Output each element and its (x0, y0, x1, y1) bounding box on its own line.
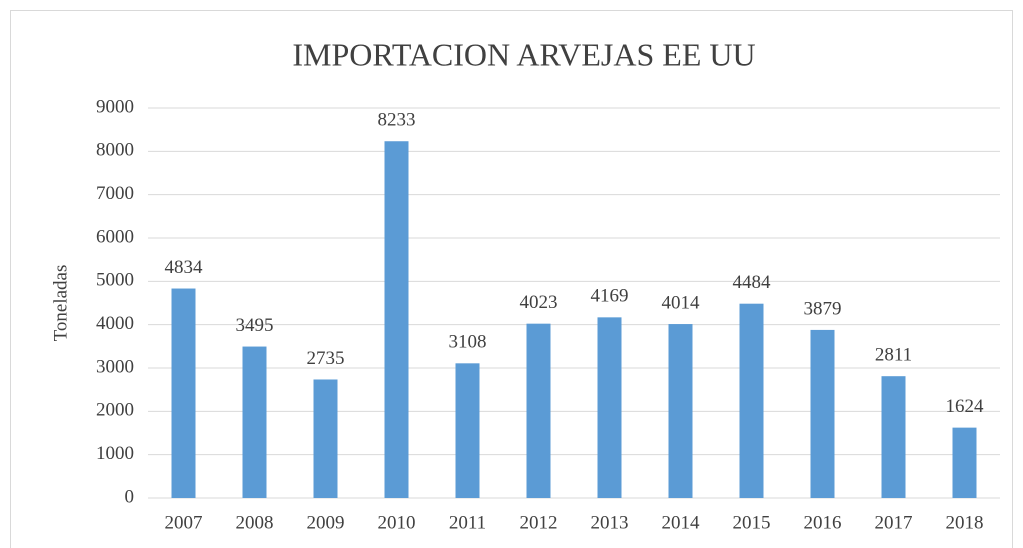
data-label: 4023 (520, 292, 558, 313)
bar (739, 303, 764, 498)
y-tick-label: 2000 (96, 400, 134, 421)
y-tick-label: 9000 (96, 96, 134, 117)
y-tick-label: 4000 (96, 313, 134, 334)
data-label: 3108 (449, 332, 487, 353)
bar (668, 324, 693, 498)
data-label: 4014 (662, 292, 701, 313)
bar (313, 379, 338, 498)
bar (597, 317, 622, 498)
bar (455, 363, 480, 498)
bar (242, 346, 267, 498)
data-label: 1624 (946, 396, 985, 417)
y-tick-label: 6000 (96, 226, 134, 247)
y-tick-label: 5000 (96, 270, 134, 291)
x-tick-label: 2008 (236, 512, 274, 533)
bar (952, 427, 977, 498)
y-tick-label: 0 (125, 486, 135, 507)
data-label: 3495 (236, 315, 274, 336)
data-label: 3879 (804, 298, 842, 319)
y-tick-label: 7000 (96, 183, 134, 204)
data-label: 4169 (591, 286, 629, 307)
x-tick-label: 2009 (307, 512, 345, 533)
bar (171, 288, 196, 498)
y-axis-label: Toneladas (50, 265, 71, 342)
bar (384, 141, 409, 498)
bar (526, 323, 551, 498)
data-label: 2811 (875, 345, 912, 366)
x-tick-label: 2013 (591, 512, 629, 533)
x-tick-label: 2010 (378, 512, 416, 533)
bar (810, 329, 835, 498)
data-label: 8233 (378, 110, 416, 131)
x-tick-label: 2011 (449, 512, 486, 533)
data-label: 4834 (165, 257, 204, 278)
y-tick-label: 1000 (96, 443, 134, 464)
x-tick-label: 2016 (804, 512, 842, 533)
chart-border (10, 10, 1013, 548)
data-label: 2735 (307, 348, 345, 369)
data-label: 4484 (733, 272, 772, 293)
y-tick-label: 8000 (96, 140, 134, 161)
x-tick-label: 2018 (946, 512, 984, 533)
x-tick-label: 2012 (520, 512, 558, 533)
x-tick-label: 2014 (662, 512, 701, 533)
x-tick-label: 2017 (875, 512, 913, 533)
chart-title: IMPORTACION ARVEJAS EE UU (292, 36, 755, 72)
x-tick-label: 2007 (165, 512, 203, 533)
bar (881, 376, 906, 498)
x-tick-label: 2015 (733, 512, 771, 533)
y-tick-label: 3000 (96, 356, 134, 377)
